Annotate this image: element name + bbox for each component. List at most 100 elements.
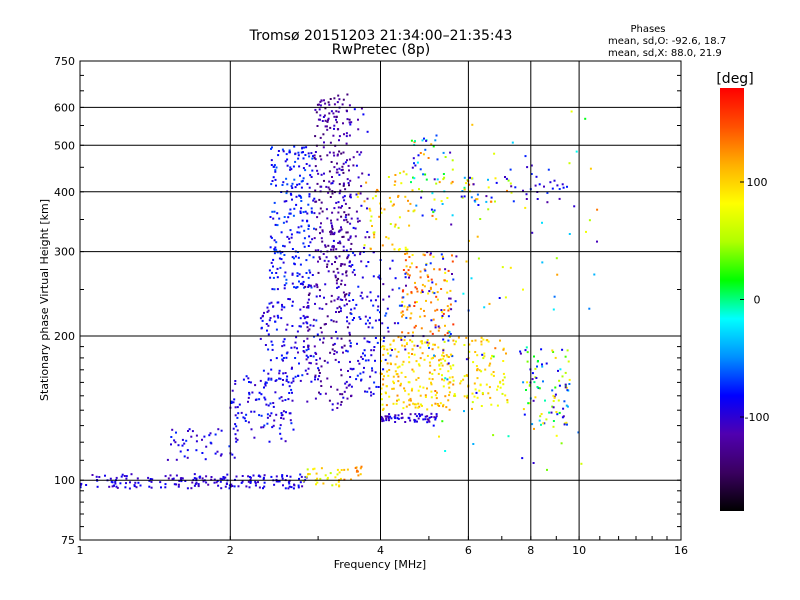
data-point	[150, 480, 153, 483]
data-point	[291, 304, 294, 307]
data-point	[291, 256, 294, 259]
data-point	[327, 119, 329, 122]
data-point	[332, 180, 335, 183]
data-point	[304, 285, 307, 288]
data-point	[386, 326, 389, 329]
data-point	[247, 480, 250, 483]
data-point	[487, 392, 490, 395]
data-point	[297, 226, 300, 229]
data-point	[339, 206, 342, 209]
data-point	[485, 200, 488, 203]
data-point	[367, 173, 370, 176]
data-point	[269, 246, 272, 249]
data-point	[316, 169, 319, 172]
data-point	[263, 485, 266, 488]
data-point	[345, 109, 348, 112]
data-point	[312, 256, 315, 259]
data-point	[377, 276, 380, 279]
data-point	[554, 393, 557, 396]
data-point	[315, 228, 318, 231]
data-point	[377, 305, 380, 308]
data-point	[269, 235, 272, 238]
data-point	[448, 297, 451, 300]
data-point	[266, 413, 269, 416]
data-point	[175, 483, 178, 486]
data-point	[186, 449, 189, 452]
data-point	[186, 487, 189, 490]
data-point	[356, 150, 359, 153]
data-point	[418, 188, 420, 191]
data-point	[451, 254, 453, 257]
data-point	[347, 384, 350, 387]
data-point	[393, 184, 396, 186]
data-point	[402, 269, 405, 271]
data-point	[319, 477, 322, 480]
data-point	[171, 428, 174, 431]
data-point	[472, 183, 475, 186]
data-point	[298, 165, 301, 168]
data-point	[425, 178, 428, 181]
data-point	[463, 195, 466, 198]
data-point	[303, 245, 306, 248]
data-point	[555, 434, 558, 437]
data-point	[433, 209, 436, 212]
data-point	[422, 418, 425, 421]
data-point	[348, 158, 351, 161]
data-point	[359, 318, 362, 320]
data-point	[430, 416, 433, 418]
data-point	[492, 355, 495, 358]
data-point	[308, 186, 311, 189]
data-point	[282, 417, 285, 420]
data-point	[319, 232, 321, 235]
data-point	[446, 280, 448, 283]
data-point	[304, 169, 307, 172]
data-point	[370, 215, 373, 218]
data-point	[436, 158, 439, 161]
data-point	[442, 312, 445, 315]
data-point	[431, 378, 434, 381]
data-point	[387, 237, 390, 240]
data-point	[337, 271, 340, 274]
data-point	[290, 381, 293, 384]
data-point	[238, 403, 241, 406]
data-point	[365, 181, 368, 184]
data-point	[304, 476, 307, 479]
data-point	[403, 305, 406, 308]
data-point	[321, 229, 324, 232]
data-point	[498, 297, 501, 299]
data-point	[282, 410, 285, 413]
data-point	[342, 249, 345, 252]
data-point	[348, 104, 351, 107]
data-point	[330, 319, 333, 322]
data-point	[454, 394, 457, 397]
data-point	[268, 302, 271, 305]
data-point	[466, 396, 468, 399]
data-point	[236, 406, 239, 409]
data-point	[288, 237, 291, 240]
data-point	[377, 295, 380, 298]
data-point	[175, 431, 177, 434]
data-point	[381, 416, 384, 419]
data-point	[258, 414, 261, 417]
data-point	[175, 458, 178, 461]
data-point	[388, 419, 390, 422]
data-point	[380, 211, 383, 214]
data-point	[280, 417, 283, 419]
data-point	[293, 207, 296, 210]
data-point	[404, 248, 407, 251]
data-point	[468, 239, 470, 242]
data-point	[493, 152, 496, 155]
data-point	[433, 268, 436, 271]
data-point	[259, 317, 262, 320]
data-point	[416, 290, 419, 293]
data-point	[355, 303, 358, 306]
data-point	[228, 445, 231, 448]
data-point	[519, 350, 522, 353]
data-point	[357, 128, 360, 131]
data-point	[449, 336, 451, 338]
data-point	[233, 456, 236, 459]
data-point	[539, 415, 542, 418]
data-point	[342, 351, 344, 354]
data-point	[308, 195, 311, 198]
data-point	[125, 477, 128, 480]
